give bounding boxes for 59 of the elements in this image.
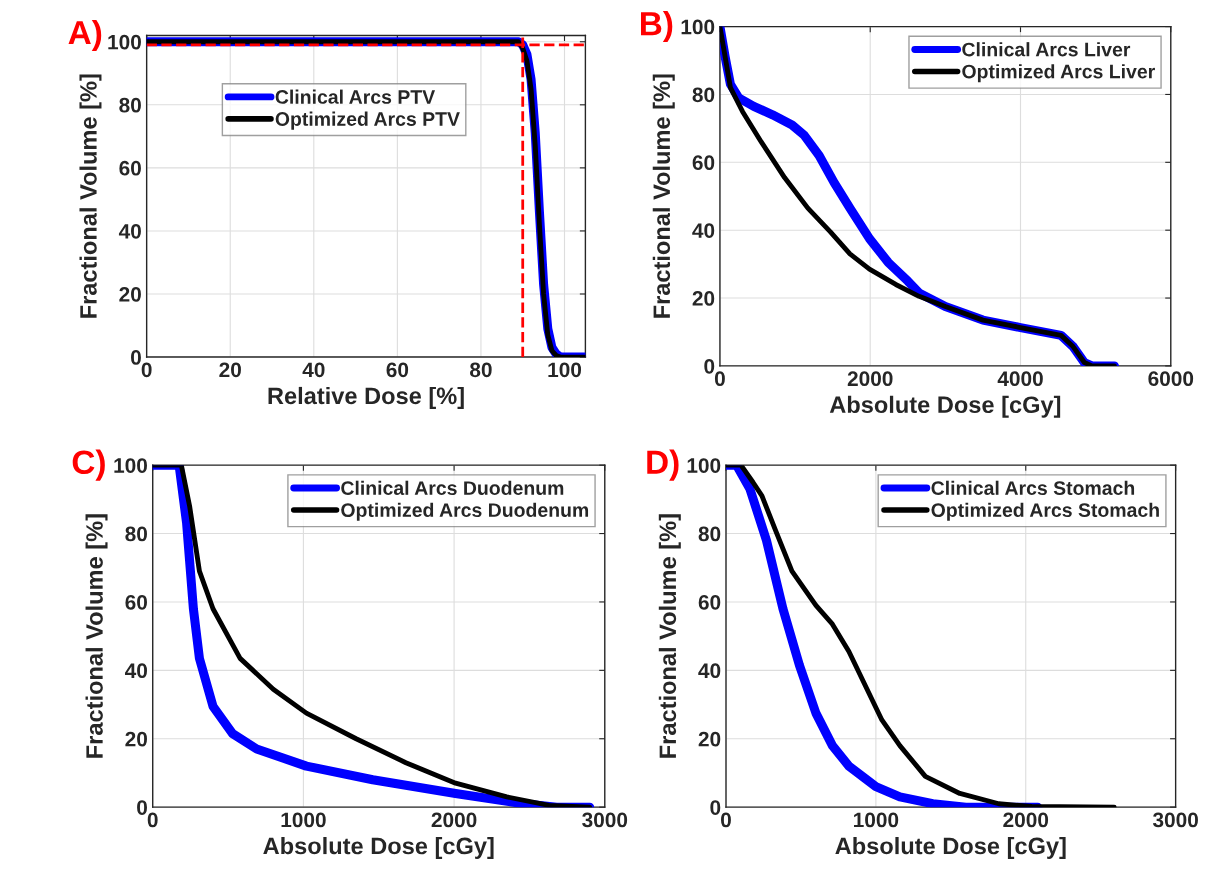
- y-axis-title: Fractional Volume [%]: [79, 74, 102, 318]
- y-tick-label: 40: [118, 223, 141, 239]
- x-tick-label: 0: [147, 812, 158, 828]
- text: D): [647, 449, 679, 481]
- x-tick-label: 60: [386, 362, 409, 378]
- x-tick-label: 4000: [997, 371, 1043, 387]
- y-tick-label: 100: [108, 34, 141, 50]
- y-tick-label: 0: [710, 800, 721, 815]
- y-tick-label: 40: [125, 663, 147, 679]
- y-tick-label: 80: [698, 526, 721, 542]
- x-tick-label: 2000: [1003, 812, 1049, 828]
- x-tick-label: 1000: [281, 812, 326, 828]
- y-tick-label: 40: [698, 663, 721, 679]
- x-tick-label: 0: [721, 812, 731, 828]
- x-tick-label: 3000: [582, 812, 628, 828]
- y-axis-title: Fractional Volume [%]: [658, 514, 681, 758]
- x-axis-title: Absolute Dose [cGy]: [829, 395, 1061, 418]
- legend-label: Clinical Arcs Stomach: [931, 480, 1135, 495]
- text: A): [68, 19, 102, 51]
- text: C): [72, 449, 105, 481]
- y-tick-label: 20: [119, 287, 141, 302]
- legend-label: Optimized Arcs Liver: [962, 64, 1155, 83]
- x-tick-label: 2000: [431, 812, 477, 828]
- x-axis-title: Absolute Dose [cGy]: [263, 836, 494, 859]
- y-tick-label: 20: [692, 291, 715, 306]
- legend-label: Optimized Arcs Stomach: [931, 502, 1159, 521]
- x-tick-label: 1000: [854, 812, 899, 828]
- y-tick-label: 80: [125, 526, 147, 542]
- legend-label: Clinical Arcs Liver: [962, 42, 1131, 57]
- y-tick-label: 80: [692, 87, 715, 103]
- x-axis-title: Absolute Dose [cGy]: [835, 836, 1066, 859]
- y-tick-label: 100: [681, 19, 715, 35]
- y-axis-title: Fractional Volume [%]: [85, 514, 108, 758]
- y-tick-label: 40: [692, 223, 715, 238]
- text: B): [641, 11, 673, 43]
- x-tick-label: 2000: [847, 371, 893, 387]
- legend-label: Clinical Arcs Duodenum: [341, 480, 564, 495]
- y-tick-label: 20: [125, 731, 147, 747]
- y-tick-label: 80: [119, 97, 141, 113]
- y-tick-label: 100: [114, 458, 147, 473]
- x-tick-label: 20: [219, 362, 241, 378]
- x-tick-label: 6000: [1148, 371, 1194, 387]
- y-tick-label: 100: [687, 458, 721, 473]
- y-tick-label: 0: [131, 350, 141, 365]
- x-axis-title: Relative Dose [%]: [268, 386, 464, 409]
- legend-label: Clinical Arcs PTV: [275, 89, 436, 104]
- y-tick-label: 20: [698, 731, 721, 747]
- x-tick-label: 3000: [1152, 812, 1198, 828]
- legend-label: Optimized Arcs Duodenum: [341, 502, 589, 521]
- y-axis-title: Fractional Volume [%]: [652, 74, 675, 318]
- y-tick-label: 60: [692, 155, 715, 171]
- legend-label: Optimized Arcs PTV: [275, 111, 460, 130]
- x-tick-label: 40: [302, 362, 325, 378]
- y-tick-label: 60: [119, 160, 141, 176]
- y-tick-label: 60: [125, 594, 147, 610]
- x-tick-label: 80: [470, 362, 492, 378]
- y-tick-label: 60: [698, 594, 721, 610]
- y-tick-label: 0: [137, 800, 147, 815]
- x-tick-label: 100: [548, 362, 582, 378]
